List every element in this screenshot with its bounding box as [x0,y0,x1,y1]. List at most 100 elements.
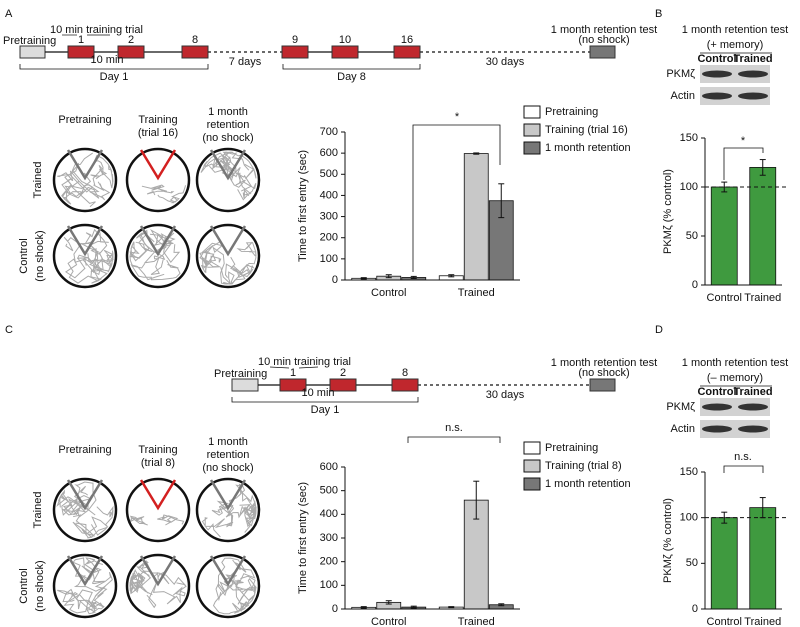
row-label: (no shock) [34,560,46,611]
annotation: * [741,135,746,147]
column-label: 1 month [208,106,248,118]
y-tick-label: 400 [320,508,338,520]
y-tick-label: 200 [320,556,338,568]
timeline-gap: 30 days [486,389,525,401]
blot-band [702,425,732,433]
track [77,572,113,614]
error-bar [721,181,728,193]
band-label: Actin [671,90,695,102]
arena [52,147,118,213]
timeline-gap: 30 days [486,56,525,68]
pretraining-box [231,378,259,392]
timeline-label: (no shock) [578,34,629,46]
arena [195,477,261,543]
day-label: Day 1 [311,404,340,416]
y-tick-label: 200 [320,232,338,244]
arena [125,477,191,543]
blot [700,65,770,83]
track [157,185,186,204]
y-tick-label: 300 [320,532,338,544]
y-tick-label: 0 [692,603,698,615]
x-tick-label: Control [707,616,742,627]
track [150,228,175,252]
blot-title: 1 month retention test [682,357,788,369]
annotation: n.s. [445,422,463,434]
y-tick-label: 100 [680,181,698,193]
column-label: (trial 16) [138,127,178,139]
x-tick-label: Trained [458,616,495,627]
track [222,559,256,588]
y-tick-label: 50 [686,230,698,242]
arena [125,147,191,213]
legend-label: Pretraining [545,442,598,454]
error-bar [448,606,455,609]
bracket [19,64,209,70]
shock-zone [66,225,104,257]
x-tick-label: Trained [458,287,495,299]
blot-band [702,92,732,100]
error-bar [473,152,480,155]
error-bar [410,275,417,280]
error-bar [759,159,766,176]
timeline-note: 10 min training trial [258,356,351,368]
legend-swatch [523,477,541,491]
trial-number: 2 [128,34,134,46]
y-tick-label: 500 [320,168,338,180]
blot [700,420,770,438]
track [72,514,109,539]
arena [195,223,261,289]
bar [710,517,738,610]
error-bar [360,277,367,280]
timeline-note: 10 min [301,387,334,399]
legend-label: Pretraining [545,106,598,118]
track [129,572,146,594]
trial-number: 1 [290,367,296,379]
track [141,184,175,196]
track [57,170,100,199]
bracket [723,465,764,473]
shock-zone [209,479,247,511]
legend-swatch [523,105,541,119]
test-box [589,45,616,59]
column-label: Pretraining [58,444,111,456]
track [203,152,236,182]
column-label: Training [138,444,177,456]
bracket [723,147,764,180]
error-bar [448,274,455,278]
day-label: Day 1 [100,71,129,83]
trial-box [391,378,419,392]
track [75,505,114,536]
shock-zone [139,555,177,587]
y-tick-label: 100 [680,512,698,524]
error-bar [385,274,392,279]
shock-zone [66,149,104,181]
shock-zone [66,555,104,587]
y-tick-label: 500 [320,485,338,497]
annotation: n.s. [734,451,752,463]
day-label: Day 8 [337,71,366,83]
trial-box [281,45,309,59]
timeline-label: Pretraining [214,368,267,380]
leader-line [269,366,290,369]
column-label: retention [207,119,250,131]
blot-band [702,70,732,78]
track [84,228,109,262]
arena [195,553,261,619]
bar [749,507,777,610]
track [72,557,102,577]
arena [52,553,118,619]
shock-zone [209,555,247,587]
track [129,515,148,526]
error-bar [498,603,505,607]
track [70,575,106,615]
timeline-note: 10 min training trial [50,24,143,36]
row-label: Control [18,238,30,273]
shock-zone [139,149,177,181]
x-tick-label: Trained [744,292,781,304]
y-tick-label: 0 [332,603,338,615]
blot-band [738,425,768,433]
track [156,571,187,597]
y-tick-label: 600 [320,461,338,473]
timeline-gap: 7 days [229,56,262,68]
y-tick-label: 600 [320,147,338,159]
